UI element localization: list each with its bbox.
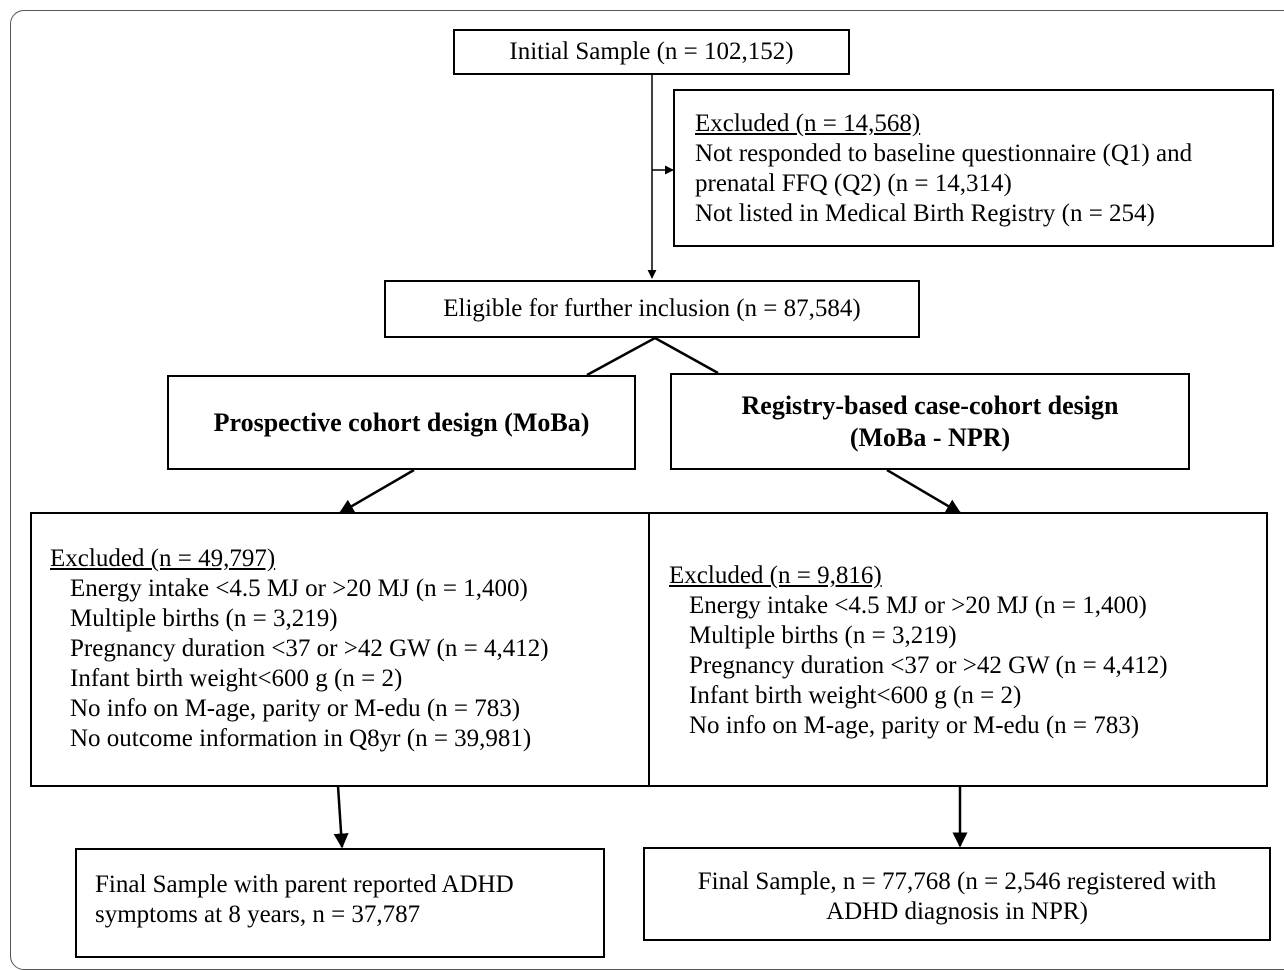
excluded-right-header: Excluded (n = 9,816)	[669, 562, 882, 589]
excluded-right-item: Multiple births (n = 3,219)	[689, 622, 957, 649]
excluded-right-item: Energy intake <4.5 MJ or >20 MJ (n = 1,4…	[689, 592, 1147, 619]
final-sample-left-line-2: symptoms at 8 years, n = 37,787	[95, 901, 421, 928]
arrow-excluded-left-to-final	[333, 785, 349, 849]
registry-design-line-2: (MoBa - NPR)	[849, 422, 1011, 452]
branch-line-left	[586, 336, 656, 377]
registry-design-line-1: Registry-based case-cohort design	[741, 390, 1119, 420]
connector-arrows	[333, 74, 968, 849]
prospective-cohort-box: Prospective cohort design (MoBa)	[167, 375, 636, 470]
arrow-registry-to-excluded	[886, 468, 962, 515]
excluded-right-item: Pregnancy duration <37 or >42 GW (n = 4,…	[689, 652, 1168, 679]
excluded-top-line-3: Not listed in Medical Birth Registry (n …	[695, 200, 1155, 227]
excluded-right-item: Infant birth weight<600 g (n = 2)	[689, 682, 1022, 709]
registry-design-box: Registry-based case-cohort design (MoBa …	[670, 373, 1190, 470]
excluded-right-item: No info on M-age, parity or M-edu (n = 7…	[689, 712, 1140, 739]
final-sample-left-line-1: Final Sample with parent reported ADHD	[95, 871, 514, 898]
excluded-top-line-1: Not responded to baseline questionnaire …	[695, 140, 1193, 167]
eligible-box: Eligible for further inclusion (n = 87,5…	[384, 280, 920, 338]
final-sample-right-box: Final Sample, n = 77,768 (n = 2,546 regi…	[643, 847, 1271, 941]
eligible-label: Eligible for further inclusion (n = 87,5…	[443, 295, 861, 322]
excluded-left-item: No outcome information in Q8yr (n = 39,9…	[70, 725, 532, 752]
excluded-left-item: Energy intake <4.5 MJ or >20 MJ (n = 1,4…	[70, 575, 528, 602]
excluded-top-box: Excluded (n = 14,568) Not responded to b…	[673, 89, 1274, 247]
excluded-left-item: Multiple births (n = 3,219)	[70, 605, 338, 632]
excluded-left-box: Excluded (n = 49,797) Energy intake <4.5…	[30, 512, 650, 787]
excluded-left-header: Excluded (n = 49,797)	[50, 545, 276, 572]
excluded-left-item: No info on M-age, parity or M-edu (n = 7…	[70, 695, 521, 722]
excluded-left-item: Pregnancy duration <37 or >42 GW (n = 4,…	[70, 635, 549, 662]
initial-sample-label: Initial Sample (n = 102,152)	[509, 38, 794, 65]
final-sample-right-line-2: ADHD diagnosis in NPR)	[826, 898, 1088, 925]
excluded-top-line-2: prenatal FFQ (Q2) (n = 14,314)	[695, 170, 1012, 197]
excluded-top-header: Excluded (n = 14,568)	[695, 110, 921, 137]
arrow-prospective-to-excluded	[338, 468, 415, 515]
excluded-left-item: Infant birth weight<600 g (n = 2)	[70, 665, 403, 692]
branch-line-right	[654, 336, 719, 375]
final-sample-right-line-1: Final Sample, n = 77,768 (n = 2,546 regi…	[697, 868, 1217, 895]
prospective-cohort-label: Prospective cohort design (MoBa)	[213, 407, 590, 437]
initial-sample-box: Initial Sample (n = 102,152)	[453, 29, 850, 75]
excluded-right-box: Excluded (n = 9,816) Energy intake <4.5 …	[648, 512, 1268, 787]
